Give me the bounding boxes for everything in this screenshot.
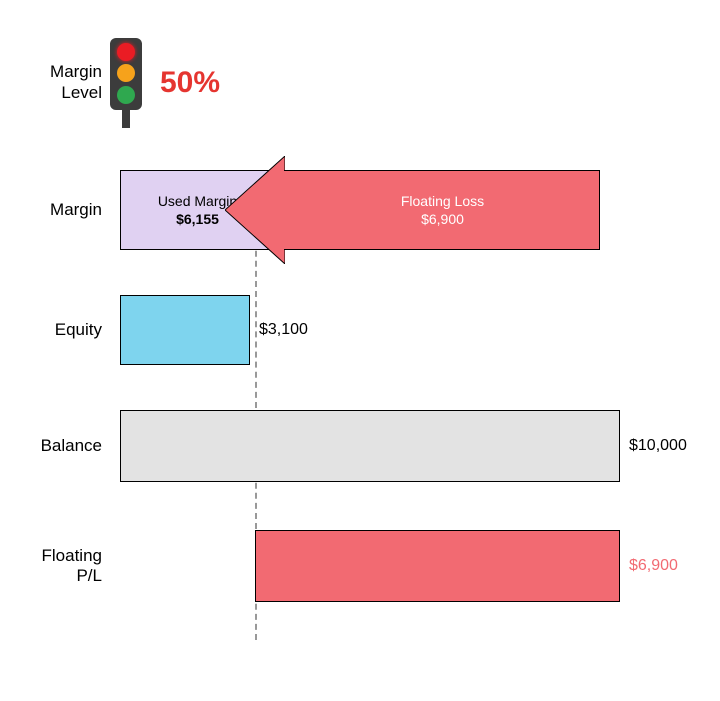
label-floating-pl-text: Floating P/L [42,546,102,585]
label-margin-level-text: Margin Level [50,62,102,101]
traffic-light-green [117,86,135,104]
label-balance-text: Balance [41,436,102,455]
label-margin-level: Margin Level [0,62,110,103]
label-floating-pl: Floating P/L [0,546,110,587]
balance-bar: $10,000 [120,410,620,482]
row-balance: Balance $10,000 [0,410,720,482]
floating-loss-value: $6,900 [421,211,464,227]
label-margin-text: Margin [50,200,102,219]
floating-loss-arrow: Floating Loss $6,900 [225,156,600,264]
label-equity-text: Equity [55,320,102,339]
equity-bar: $3,100 [120,295,250,365]
row-equity: Equity $3,100 [0,295,720,365]
label-equity: Equity [0,320,110,340]
floating-pl-value: $6,900 [619,557,678,575]
margin-level-percent: 50% [160,66,220,100]
used-margin-value: $6,155 [176,211,219,227]
label-margin: Margin [0,200,110,220]
row-margin-level: Margin Level 50% [0,35,720,130]
floating-pl-bar: $6,900 [255,530,620,602]
equity-value: $3,100 [249,321,308,339]
row-floating-pl: Floating P/L $6,900 [0,530,720,602]
traffic-light-red [117,43,135,61]
arrow-head-icon [225,156,285,264]
floating-loss-title: Floating Loss [401,193,484,209]
label-balance: Balance [0,436,110,456]
traffic-light-pole [122,110,130,128]
traffic-light-amber [117,64,135,82]
balance-value: $10,000 [619,437,687,455]
row-margin: Margin Used Margin $6,155 Floating Loss … [0,170,720,250]
floating-loss-label: Floating Loss $6,900 [285,192,600,228]
traffic-light-icon [110,38,142,128]
